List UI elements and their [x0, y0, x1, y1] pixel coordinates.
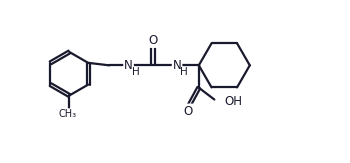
Text: CH₃: CH₃ [58, 109, 77, 119]
Text: N: N [173, 59, 181, 72]
Text: OH: OH [224, 95, 242, 108]
Text: O: O [148, 34, 158, 47]
Text: H: H [132, 67, 139, 77]
Text: O: O [183, 104, 192, 118]
Text: H: H [180, 67, 188, 77]
Text: N: N [124, 59, 133, 72]
